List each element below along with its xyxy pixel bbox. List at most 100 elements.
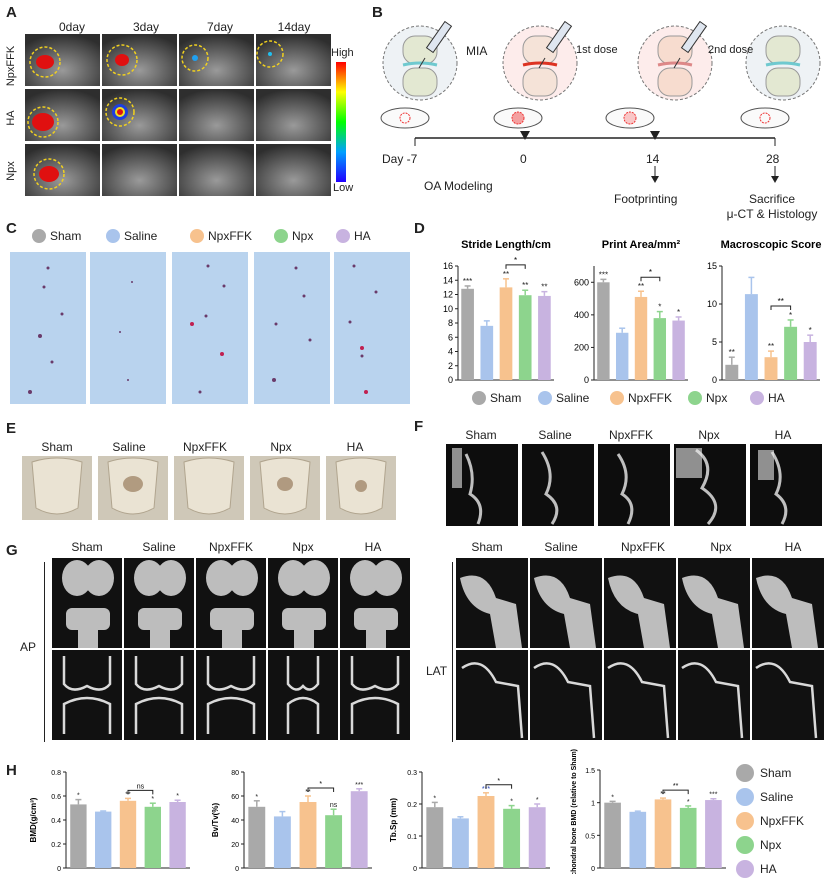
bar-ha xyxy=(672,320,685,380)
timeline-day-14: 14 xyxy=(646,152,660,166)
bar-saline xyxy=(95,811,112,868)
mouse-icon xyxy=(740,107,790,129)
timeline-day-28: 28 xyxy=(766,152,780,166)
legend-swatch-npxffk xyxy=(610,391,624,405)
y-axis-label: BMD(g/cm³) xyxy=(29,797,38,842)
lat-bracket-line xyxy=(452,562,453,742)
significance-label: ** xyxy=(768,342,774,351)
mri-images xyxy=(446,444,822,526)
significance-label: ** xyxy=(638,282,644,291)
bar-saline xyxy=(629,811,647,868)
bar-npx xyxy=(325,815,343,868)
legend-label-saline: Saline xyxy=(124,229,158,243)
bar-npxffk xyxy=(299,802,317,868)
panel-label-h: H xyxy=(6,762,17,779)
f-label-npx: Npx xyxy=(698,428,720,442)
bar-npxffk xyxy=(499,287,513,380)
y-tick-label: 6 xyxy=(448,332,453,342)
panel-label-g: G xyxy=(6,542,18,559)
syringe-icon xyxy=(418,20,453,69)
significance-label: *** xyxy=(709,792,717,799)
significance-label: *** xyxy=(599,270,608,279)
legend-label-ha: HA xyxy=(768,391,785,405)
legend-swatch-npx xyxy=(274,229,288,243)
comparison-bracket xyxy=(127,789,154,795)
comparison-bracket xyxy=(662,789,689,795)
legend-label-npx: Npx xyxy=(706,391,728,405)
y-tick-label: 15 xyxy=(707,261,717,271)
legend-h: Sham Saline NpxFFK Npx HA xyxy=(736,764,826,878)
significance-label: * xyxy=(536,797,539,804)
bar-saline xyxy=(451,818,469,868)
y-tick-label: 5 xyxy=(712,337,717,347)
legend-swatch-npxffk xyxy=(190,229,204,243)
bar-sham xyxy=(604,802,621,868)
ap-label: AP xyxy=(20,640,37,654)
panel-label-b: B xyxy=(372,4,383,21)
legend-label-npx: Npx xyxy=(292,229,314,243)
significance-label: * xyxy=(611,794,614,801)
bar-npxffk xyxy=(119,800,137,868)
legend-label-saline: Saline xyxy=(760,790,794,804)
panel-label-c: C xyxy=(6,220,17,237)
comparison-bracket xyxy=(485,784,513,789)
legend-label-sham: Sham xyxy=(490,391,522,405)
significance-label: * xyxy=(255,794,258,801)
legend-swatch-sham xyxy=(736,764,754,782)
bar-ha xyxy=(705,800,722,868)
legend-swatch-ha xyxy=(750,391,764,405)
y-tick-label: 2 xyxy=(448,361,453,371)
legend-label-ha: HA xyxy=(354,229,371,243)
significance-label: ** xyxy=(125,791,131,798)
bar-saline xyxy=(615,332,629,380)
comparison-bracket xyxy=(640,276,661,282)
day-label-7: 7day xyxy=(206,20,234,34)
legend-label-sham: Sham xyxy=(50,229,82,243)
experiment-schematic xyxy=(380,20,821,183)
y-tick-label: 0.3 xyxy=(407,770,417,777)
legend-swatch-npx xyxy=(688,391,702,405)
panel-label-f: F xyxy=(414,418,424,435)
g-ap-label-saline: Saline xyxy=(142,540,176,554)
chart-title: Print Area/mm² xyxy=(602,239,681,251)
day-label-0: 0day xyxy=(58,20,86,34)
day-label-3: 3day xyxy=(132,20,160,34)
bar-npxffk xyxy=(477,796,495,868)
legend-swatch-npxffk xyxy=(736,812,754,830)
mouse-icon xyxy=(493,107,543,129)
y-tick-label: 0.2 xyxy=(407,802,417,809)
e-label-npxffk: NpxFFK xyxy=(182,440,227,454)
y-tick-label: 1.5 xyxy=(585,768,595,775)
bar-sham xyxy=(725,364,739,380)
syringe-icon xyxy=(673,20,708,69)
y-tick-label: 0 xyxy=(57,866,61,873)
oa-modeling-label: OA Modeling xyxy=(424,179,493,193)
significance-label: * xyxy=(151,796,154,803)
significance-label: * xyxy=(658,303,661,312)
legend-swatch-saline xyxy=(538,391,552,405)
y-tick-label: 0 xyxy=(448,375,453,385)
significance-label: * xyxy=(77,793,80,800)
significance-label: ** xyxy=(729,348,735,357)
significance-label: * xyxy=(687,799,690,806)
y-tick-label: 0 xyxy=(591,866,595,873)
significance-label: * xyxy=(510,799,513,806)
y-tick-label: 10 xyxy=(443,304,453,314)
colorbar-high-label: High xyxy=(331,47,354,59)
y-tick-label: 0.8 xyxy=(51,770,61,777)
bar-saline xyxy=(480,325,494,380)
significance-label: ** xyxy=(522,281,528,290)
ap-bracket-line xyxy=(44,562,45,742)
bar-sham xyxy=(597,282,610,380)
y-tick-label: 0.1 xyxy=(407,834,417,841)
g-lat-label-saline: Saline xyxy=(544,540,578,554)
legend-swatch-saline xyxy=(736,788,754,806)
g-ap-label-npx: Npx xyxy=(292,540,314,554)
chart-tbsp: Tb.Sp (mm)00.10.20.3***** ** xyxy=(389,770,550,873)
bar-npx xyxy=(144,806,161,868)
bar-ha xyxy=(538,295,551,380)
legend-swatch-ha xyxy=(736,860,754,878)
footprinting-label: Footprinting xyxy=(614,192,678,206)
